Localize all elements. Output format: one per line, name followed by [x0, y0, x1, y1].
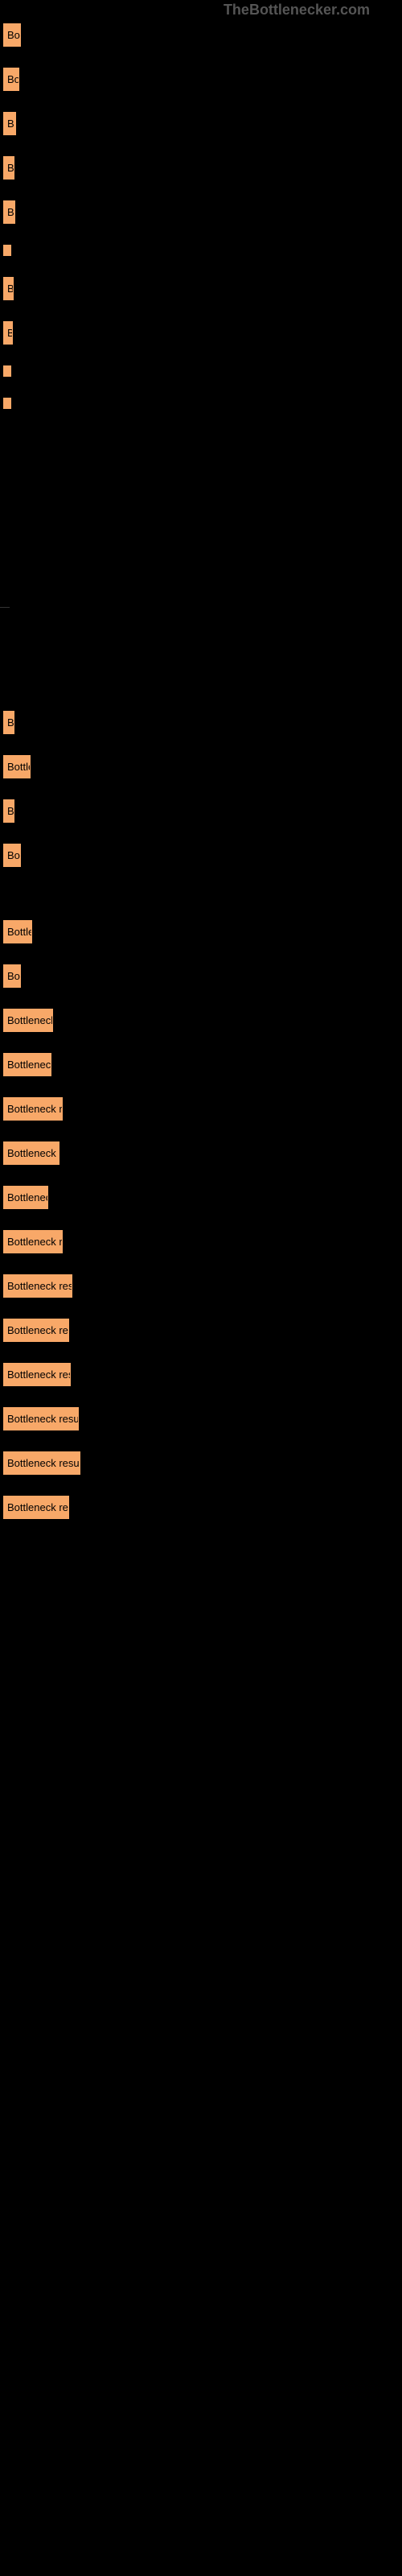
list-item[interactable]: [0, 242, 402, 259]
list-item[interactable]: B: [0, 318, 402, 348]
items-list: BoBoBBBBBBBottleBBoBottleBoBottleneckBot…: [0, 20, 402, 1522]
item-bar[interactable]: [3, 365, 11, 377]
list-item[interactable]: B: [0, 708, 402, 737]
list-item[interactable]: Bo: [0, 64, 402, 94]
list-item[interactable]: B: [0, 109, 402, 138]
item-bar[interactable]: Bottleneck res: [3, 1496, 69, 1519]
list-item[interactable]: B: [0, 197, 402, 227]
item-bar[interactable]: B: [3, 799, 14, 823]
list-item[interactable]: Bottleneck res: [0, 1315, 402, 1345]
list-item[interactable]: Bo: [0, 840, 402, 870]
item-bar[interactable]: Bottleneck result: [3, 1451, 80, 1475]
item-bar[interactable]: Bottleneck resu: [3, 1363, 71, 1386]
item-bar[interactable]: Bo: [3, 23, 21, 47]
spacer: [0, 427, 402, 604]
list-item[interactable]: B: [0, 796, 402, 826]
item-bar[interactable]: Bottleneck result: [3, 1407, 79, 1430]
list-item[interactable]: Bo: [0, 20, 402, 50]
item-bar[interactable]: [3, 245, 11, 256]
list-item[interactable]: Bottleneck resu: [0, 1360, 402, 1389]
item-bar[interactable]: B: [3, 321, 13, 345]
item-bar[interactable]: Bottle: [3, 755, 31, 778]
list-item[interactable]: Bottleneck res: [0, 1492, 402, 1522]
list-item[interactable]: [0, 394, 402, 412]
list-item[interactable]: Bottleneck re: [0, 1094, 402, 1124]
item-bar[interactable]: Bo: [3, 844, 21, 867]
item-bar[interactable]: B: [3, 156, 14, 180]
list-item[interactable]: Bottleneck resu: [0, 1271, 402, 1301]
item-bar[interactable]: Bo: [3, 68, 19, 91]
item-bar[interactable]: Bottleneck r: [3, 1141, 59, 1165]
list-item[interactable]: Bottleneck r: [0, 1138, 402, 1168]
list-item[interactable]: Bottleneck re: [0, 1227, 402, 1257]
list-item[interactable]: Bottlenec: [0, 1183, 402, 1212]
item-bar[interactable]: Bo: [3, 964, 21, 988]
watermark-text: TheBottlenecker.com: [0, 0, 402, 20]
list-item[interactable]: Bottleneck result: [0, 1448, 402, 1478]
list-item[interactable]: [0, 362, 402, 380]
divider-line: [0, 607, 10, 608]
item-bar[interactable]: Bottleneck: [3, 1009, 53, 1032]
item-bar[interactable]: [3, 398, 11, 409]
item-bar[interactable]: B: [3, 277, 14, 300]
item-bar[interactable]: Bottleneck resu: [3, 1274, 72, 1298]
item-bar[interactable]: Bottleneck: [3, 1053, 51, 1076]
item-bar[interactable]: B: [3, 711, 14, 734]
item-bar[interactable]: Bottle: [3, 920, 32, 943]
spacer: [0, 885, 402, 917]
list-item[interactable]: B: [0, 153, 402, 183]
list-item[interactable]: Bottle: [0, 917, 402, 947]
list-item[interactable]: Bo: [0, 961, 402, 991]
item-bar[interactable]: Bottlenec: [3, 1186, 48, 1209]
item-bar[interactable]: Bottleneck re: [3, 1230, 63, 1253]
item-bar[interactable]: Bottleneck re: [3, 1097, 63, 1121]
list-item[interactable]: Bottle: [0, 752, 402, 782]
item-bar[interactable]: Bottleneck res: [3, 1319, 69, 1342]
list-item[interactable]: Bottleneck: [0, 1050, 402, 1080]
list-item[interactable]: Bottleneck result: [0, 1404, 402, 1434]
list-item[interactable]: Bottleneck: [0, 1005, 402, 1035]
item-bar[interactable]: B: [3, 112, 16, 135]
item-bar[interactable]: B: [3, 200, 15, 224]
list-item[interactable]: B: [0, 274, 402, 303]
